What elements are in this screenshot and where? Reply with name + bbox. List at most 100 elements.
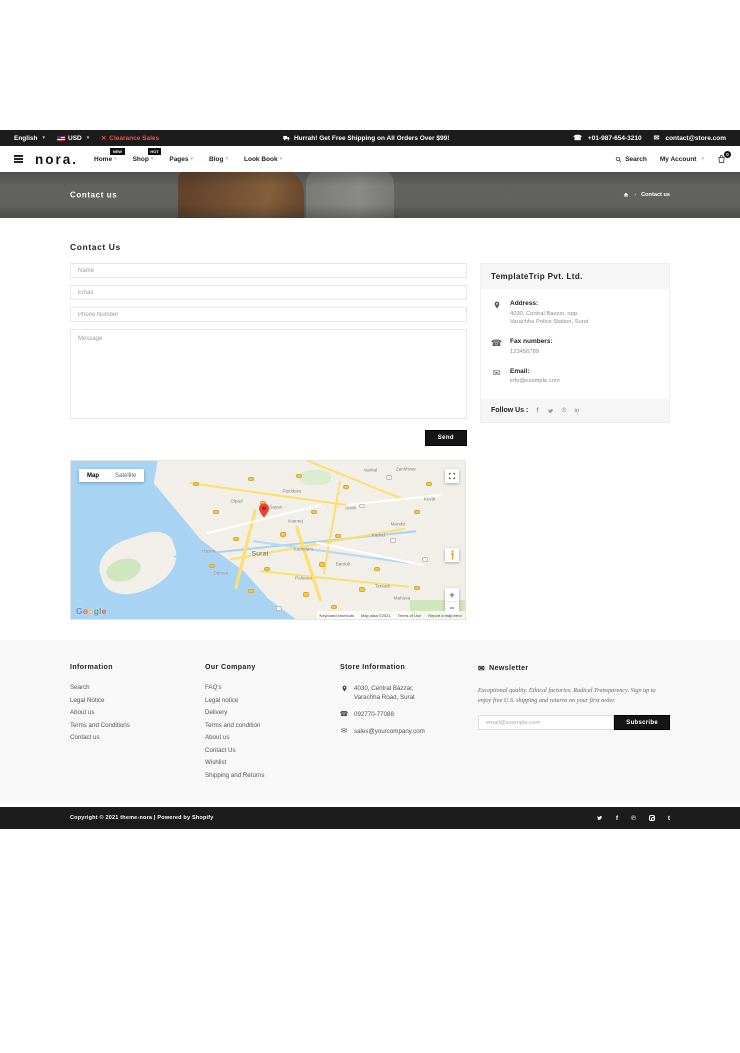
map-label: Palsana bbox=[295, 575, 312, 581]
send-button[interactable]: Send bbox=[424, 430, 467, 446]
address-label: Address: bbox=[510, 300, 539, 307]
home-icon[interactable] bbox=[623, 192, 629, 198]
search-label: Search bbox=[625, 155, 647, 163]
google-logo[interactable]: Google bbox=[76, 606, 107, 616]
pinterest-icon[interactable] bbox=[562, 407, 567, 414]
store-information-title: Store Information bbox=[340, 664, 406, 671]
search-button[interactable]: Search bbox=[615, 156, 647, 163]
twitter-icon[interactable] bbox=[596, 815, 603, 821]
promo-text: Hurrah! Get Free Shipping on All Orders … bbox=[293, 134, 450, 142]
cart-button[interactable]: 0 bbox=[717, 151, 731, 164]
currency-selector[interactable]: USD bbox=[57, 135, 89, 142]
nav-home[interactable]: Home NEW bbox=[94, 147, 125, 163]
message-field[interactable] bbox=[70, 329, 467, 419]
store-address: 4030, Central Bazzar, Varachha Road, Sura… bbox=[340, 684, 478, 703]
nav-shop[interactable]: Shop HOT bbox=[133, 147, 162, 163]
map-label: Surat bbox=[251, 550, 269, 558]
store-phone[interactable]: 092770-77088 bbox=[340, 710, 478, 721]
address-line2: Varachha Police Station, Surat bbox=[510, 319, 589, 326]
subscribe-button[interactable]: Subscribe bbox=[614, 715, 670, 731]
satellite-view-button[interactable]: Satellite bbox=[115, 472, 137, 479]
page-title: Contact Us bbox=[70, 242, 121, 252]
pegman-button[interactable] bbox=[445, 547, 459, 562]
footer-link-about[interactable]: About us bbox=[205, 734, 230, 741]
email-field[interactable] bbox=[70, 285, 467, 300]
map-attribution: Keyboard shortcuts Map data ©2021 Terms … bbox=[316, 611, 465, 619]
map-label: Kadod bbox=[371, 532, 385, 538]
footer-link-delivery[interactable]: Delivery bbox=[205, 709, 228, 716]
map-zoom-control: + − bbox=[445, 588, 459, 614]
fax-value: 123456789 bbox=[510, 348, 540, 355]
copyright-text: Copyright © 2021 theme-nora | Powered by… bbox=[70, 815, 214, 821]
phone-field[interactable] bbox=[70, 307, 467, 322]
footer-link-terms[interactable]: Terms and Conditions bbox=[70, 721, 130, 729]
topbar-right: +01-987-654-3210 contact@store.com bbox=[573, 134, 726, 142]
map-label: Mandvi bbox=[390, 521, 406, 527]
address-item: Address: 4030, Central Bazzar, opp. Vara… bbox=[491, 300, 659, 327]
footer-link-shipping-returns[interactable]: Shipping and Returns bbox=[205, 771, 265, 779]
nav-lookbook[interactable]: Look Book bbox=[244, 156, 282, 163]
footer-information-column: Information Search Legal Notice About us… bbox=[70, 664, 205, 784]
facebook-icon[interactable] bbox=[536, 407, 538, 414]
clearance-sales-link[interactable]: Clearance Sales bbox=[101, 135, 159, 142]
name-field[interactable] bbox=[70, 263, 467, 278]
facebook-icon[interactable] bbox=[616, 815, 618, 822]
footer-link-faq[interactable]: FAQ's bbox=[205, 684, 222, 691]
fax-label: Fax numbers: bbox=[510, 338, 553, 346]
nav-shop-badge: HOT bbox=[147, 147, 162, 155]
language-selector[interactable]: English bbox=[14, 135, 45, 142]
road-shield-icon bbox=[413, 585, 420, 591]
road-shield-icon bbox=[303, 592, 310, 597]
terms-of-use-link[interactable]: Terms of Use bbox=[397, 612, 422, 618]
location-marker-icon[interactable] bbox=[259, 503, 270, 523]
report-map-error-link[interactable]: Report a map error bbox=[428, 612, 462, 618]
footer-link-terms-condition[interactable]: Terms and condition bbox=[205, 721, 261, 729]
zoom-out-button[interactable]: − bbox=[445, 601, 459, 614]
envelope-icon bbox=[491, 368, 502, 386]
map-label: Hazira bbox=[202, 548, 216, 554]
road-shield-icon bbox=[232, 536, 239, 542]
fullscreen-button[interactable] bbox=[445, 469, 459, 483]
our-company-title: Our Company bbox=[205, 664, 256, 671]
keyboard-shortcuts-link[interactable]: Keyboard shortcuts bbox=[319, 612, 354, 618]
footer-link-legal-notice[interactable]: Legal Notice bbox=[70, 696, 105, 704]
email-link[interactable]: contact@store.com bbox=[654, 134, 726, 142]
currency-label: USD bbox=[68, 134, 82, 142]
footer-company-column: Our Company FAQ's Legal notice Delivery … bbox=[205, 664, 340, 784]
footer-link-about-us[interactable]: About us bbox=[70, 709, 95, 716]
google-map[interactable]: Olpad Sayan Pipodara Vankal Zankhvav Kevdi Are… bbox=[70, 460, 466, 620]
road-shield-icon bbox=[264, 566, 271, 572]
footer-link-search[interactable]: Search bbox=[70, 684, 90, 691]
road-shield-icon bbox=[342, 484, 349, 490]
twitter-icon[interactable] bbox=[547, 408, 554, 414]
nav-pages[interactable]: Pages bbox=[169, 156, 193, 163]
nav-blog[interactable]: Blog bbox=[209, 156, 228, 163]
footer-link-legal[interactable]: Legal notice bbox=[205, 696, 239, 704]
tumblr-icon[interactable] bbox=[668, 815, 670, 822]
road-shield-icon bbox=[413, 509, 420, 515]
banner-overlay bbox=[0, 172, 740, 218]
road-shield-icon bbox=[208, 563, 215, 569]
store-email[interactable]: sales@yourcompany.com bbox=[340, 727, 478, 738]
topbar-left: English USD Clearance Sales bbox=[14, 135, 159, 142]
page-banner: Contact us › Contact us bbox=[0, 172, 740, 218]
footer-link-contact[interactable]: Contact Us bbox=[205, 746, 236, 754]
footer-link-contact-us[interactable]: Contact us bbox=[70, 734, 100, 741]
banner-title: Contact us bbox=[70, 190, 118, 200]
zoom-in-button[interactable]: + bbox=[449, 589, 455, 600]
newsletter-email-input[interactable] bbox=[478, 715, 615, 731]
map-label: Mahuva bbox=[393, 595, 411, 601]
instagram-icon[interactable] bbox=[648, 815, 656, 822]
road-shield-icon bbox=[295, 473, 302, 479]
fullscreen-icon bbox=[448, 472, 456, 480]
hamburger-menu-icon[interactable] bbox=[14, 153, 26, 165]
store-logo[interactable]: nora. bbox=[35, 151, 79, 167]
phone-link[interactable]: +01-987-654-3210 bbox=[573, 134, 642, 142]
my-account-menu[interactable]: My Account bbox=[660, 156, 704, 163]
linkedin-icon[interactable] bbox=[574, 408, 579, 414]
follow-us-label: Follow Us : bbox=[491, 407, 529, 415]
pinterest-icon[interactable] bbox=[631, 815, 636, 822]
map-view-button[interactable]: Map bbox=[87, 472, 99, 479]
footer-link-wishlist[interactable]: Wishlist bbox=[205, 759, 227, 766]
map-label: Areth bbox=[345, 505, 357, 511]
